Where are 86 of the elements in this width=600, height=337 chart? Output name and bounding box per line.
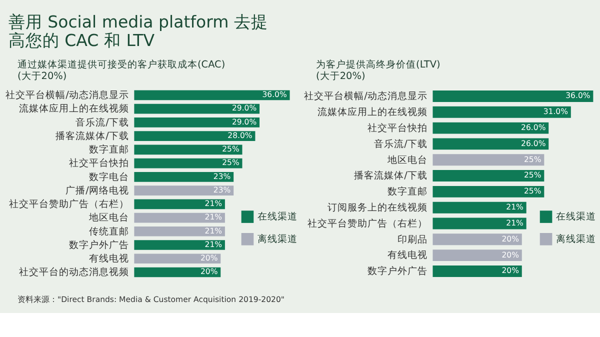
bar: [134, 240, 225, 250]
y-tick-label: 社交平台赞助广告（右栏）: [307, 217, 428, 230]
bar: [432, 218, 526, 230]
y-tick-label: 流媒体应用上的在线视频: [18, 102, 129, 115]
data-label: 20%: [502, 250, 519, 260]
y-tick-label: 社交平台赞助广告（右栏）: [8, 198, 129, 210]
bar: [432, 250, 522, 262]
legend-label: 离线渠道: [556, 233, 596, 246]
bar: [432, 186, 544, 198]
data-label: 25%: [524, 186, 542, 196]
y-tick-label: 音乐流/下载: [374, 138, 428, 150]
data-label: 21%: [506, 218, 524, 228]
bar: [134, 212, 225, 223]
bar: [432, 234, 522, 246]
data-label: 26.0%: [521, 122, 546, 132]
y-tick-label: 社交平台横幅/动态消息显示: [6, 89, 129, 102]
y-tick-label: 社交平台横幅/动态消息显示: [304, 90, 428, 102]
bar: [134, 254, 221, 264]
y-tick-label: 印刷品: [397, 233, 428, 246]
bar: [134, 131, 256, 141]
bar: [134, 144, 242, 155]
data-label: 21%: [204, 212, 222, 222]
chart-subtitle: 为客户提供高终身价值(LTV) (大于20%): [316, 58, 440, 82]
bar: [432, 90, 594, 102]
y-tick-label: 地区电台: [386, 154, 428, 166]
data-label: 29.0%: [232, 104, 257, 113]
bar: [134, 199, 225, 210]
data-label: 21%: [506, 202, 524, 212]
legend-label: 在线渠道: [556, 210, 596, 223]
bar: [134, 90, 290, 100]
y-tick-label: 地区电台: [88, 212, 129, 224]
bar: [432, 202, 526, 214]
y-tick-label: 有线电视: [387, 249, 428, 262]
data-label: 26.0%: [521, 138, 546, 148]
data-label: 20%: [502, 234, 519, 244]
bar: [134, 267, 221, 278]
y-tick-label: 订阅服务上的在线视频: [327, 202, 428, 214]
chart-subtitle: 通过媒体渠道提供可接受的客户获取成本(CAC) (大于20%): [18, 58, 226, 82]
y-tick-label: 传统直邮: [88, 225, 129, 238]
bar: [134, 104, 260, 114]
data-label: 36.0%: [566, 91, 590, 100]
y-tick-label: 数字直邮: [88, 144, 129, 156]
data-label: 25%: [524, 170, 542, 180]
text: 资料来源："Direct Brands: Media & Customer Acquisition 2019-2020": [18, 294, 284, 304]
data-label: 36.0%: [262, 90, 287, 100]
data-label: 20%: [200, 254, 218, 263]
bar: [134, 172, 234, 182]
legend-label: 离线渠道: [258, 233, 298, 246]
bar: [134, 226, 225, 236]
data-label: 20%: [502, 266, 519, 276]
data-label: 31.0%: [543, 107, 568, 116]
bar: [432, 122, 549, 134]
y-tick-label: 社交平台快拍: [367, 122, 428, 134]
data-label: 21%: [204, 226, 222, 236]
data-label: 21%: [204, 240, 222, 249]
legend-label: 在线渠道: [258, 210, 298, 223]
y-tick-label: 播客流媒体/下载: [56, 130, 129, 142]
y-tick-label: 社交平台的动态消息视频: [18, 266, 129, 278]
data-label: 29.0%: [232, 117, 257, 126]
y-tick-label: 广播/网络电视: [66, 184, 129, 196]
bar: [134, 186, 234, 196]
bar: [432, 265, 522, 277]
y-tick-label: 有线电视: [88, 252, 129, 265]
y-tick-label: 数字户外广告: [367, 265, 428, 278]
y-tick-label: 播客流媒体/下载: [354, 170, 428, 182]
data-label: 28.0%: [228, 130, 252, 140]
y-tick-label: 数字电台: [88, 170, 129, 183]
chart-title: 善用 Social media platform 去提高您的 CAC 和 LTV: [8, 12, 268, 50]
data-label: 20%: [200, 267, 218, 276]
bar: [432, 106, 571, 118]
y-tick-label: 音乐流/下载: [76, 116, 129, 128]
data-label: 25%: [222, 144, 240, 154]
data-label: 25%: [222, 158, 240, 168]
bar: [134, 158, 242, 168]
data-label: 23%: [213, 185, 231, 194]
y-tick-label: 数字直邮: [387, 186, 428, 198]
bar: [432, 170, 544, 182]
bar: [432, 154, 544, 166]
y-tick-label: 数字户外广告: [68, 238, 129, 251]
bar: [134, 118, 260, 128]
y-tick-label: 社交平台快拍: [68, 157, 129, 170]
y-tick-label: 流媒体应用上的在线视频: [317, 106, 428, 118]
data-label: 25%: [524, 154, 542, 164]
bar: [432, 138, 549, 150]
data-label: 23%: [213, 172, 231, 181]
data-label: 21%: [204, 199, 222, 208]
